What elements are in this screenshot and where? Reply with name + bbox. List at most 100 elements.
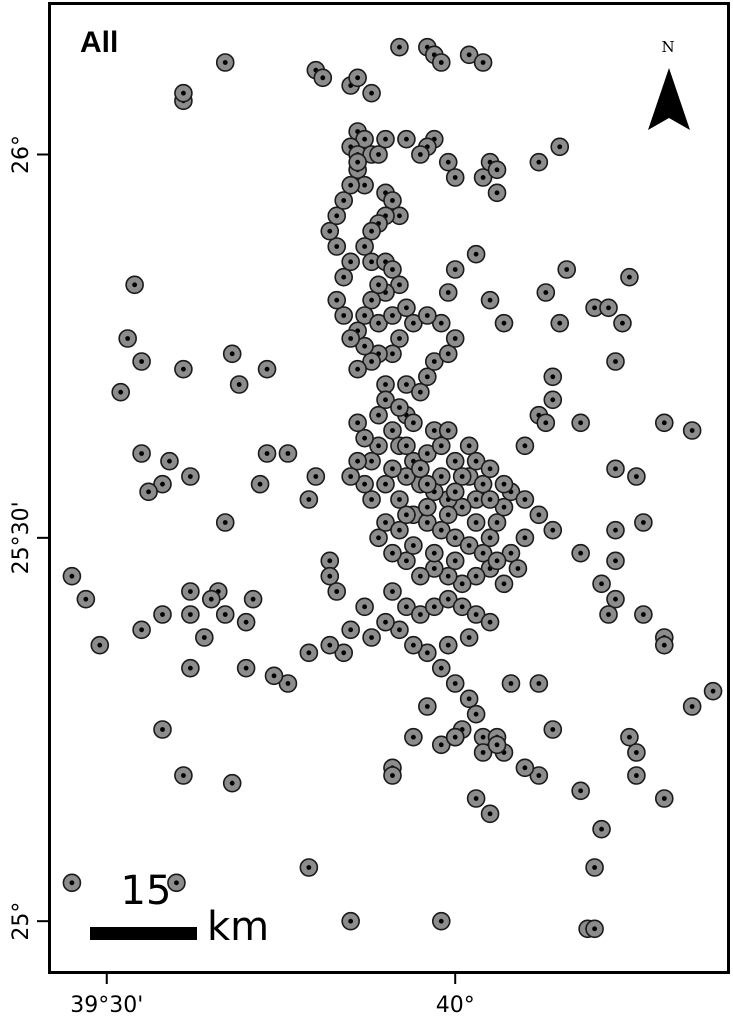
sample-point bbox=[397, 298, 416, 318]
sample-point bbox=[320, 551, 340, 571]
sample-point bbox=[606, 589, 625, 609]
sample-point bbox=[362, 252, 381, 272]
sample-point bbox=[473, 743, 493, 762]
sample-point bbox=[613, 313, 632, 333]
sample-point bbox=[620, 727, 639, 747]
sample-point bbox=[390, 275, 409, 295]
sample-point bbox=[195, 628, 214, 647]
sample-point bbox=[445, 528, 465, 548]
sample-point bbox=[383, 766, 402, 785]
sample-point bbox=[153, 720, 172, 739]
sample-point bbox=[424, 543, 444, 563]
y-tick-label: 25° bbox=[9, 902, 34, 941]
sample-point bbox=[76, 589, 96, 609]
sample-point bbox=[62, 873, 82, 893]
sample-point bbox=[334, 643, 354, 663]
sample-point bbox=[383, 260, 402, 279]
sample-point bbox=[494, 574, 514, 594]
sample-point bbox=[132, 620, 151, 640]
sample-point bbox=[634, 513, 653, 532]
sample-point bbox=[466, 451, 486, 471]
sample-point bbox=[362, 490, 381, 509]
sample-point bbox=[585, 298, 604, 318]
sample-point bbox=[362, 352, 381, 371]
sample-point bbox=[438, 152, 458, 172]
sample-point bbox=[480, 459, 500, 479]
sample-point bbox=[411, 382, 430, 402]
sample-point bbox=[480, 528, 500, 548]
sample-point bbox=[355, 597, 374, 617]
sample-point bbox=[362, 221, 381, 241]
sample-point bbox=[480, 612, 500, 632]
sample-point bbox=[418, 697, 437, 716]
sample-point bbox=[327, 237, 347, 256]
sample-point bbox=[397, 597, 416, 617]
sample-point bbox=[341, 175, 360, 195]
sample-point bbox=[313, 68, 333, 88]
sample-point bbox=[299, 490, 319, 509]
sample-point bbox=[494, 313, 514, 333]
sample-point bbox=[418, 474, 437, 494]
sample-point bbox=[181, 605, 200, 624]
sample-point bbox=[348, 152, 367, 172]
sample-point bbox=[411, 566, 430, 586]
sample-point bbox=[397, 467, 416, 486]
sample-point bbox=[334, 191, 354, 210]
sample-point bbox=[473, 474, 493, 494]
sample-point bbox=[536, 413, 556, 433]
sample-point bbox=[466, 513, 486, 532]
sample-point bbox=[390, 490, 409, 509]
sample-point bbox=[348, 359, 367, 379]
sample-point bbox=[480, 804, 500, 824]
sample-point bbox=[348, 68, 367, 88]
sample-point bbox=[383, 306, 402, 325]
sample-point bbox=[278, 444, 298, 463]
sample-point bbox=[466, 704, 486, 724]
sample-point bbox=[501, 674, 521, 693]
sample-point bbox=[438, 635, 458, 655]
sample-point bbox=[411, 459, 430, 479]
sample-point bbox=[215, 605, 235, 624]
sample-point bbox=[181, 467, 200, 486]
sample-point bbox=[557, 260, 577, 279]
sample-point bbox=[355, 237, 374, 256]
sample-point bbox=[355, 474, 374, 494]
sample-point bbox=[606, 520, 625, 540]
sample-point bbox=[431, 313, 451, 333]
sample-point bbox=[459, 436, 479, 456]
sample-point bbox=[606, 459, 625, 479]
x-tick-label: 40° bbox=[436, 993, 475, 1018]
sample-point bbox=[445, 482, 465, 502]
sample-point bbox=[229, 375, 249, 394]
north-arrow-icon bbox=[648, 68, 690, 130]
sample-point bbox=[327, 290, 347, 310]
sample-point bbox=[397, 505, 416, 525]
sample-point bbox=[424, 597, 444, 617]
sample-point bbox=[257, 359, 277, 379]
sample-point bbox=[299, 643, 319, 663]
sample-point bbox=[362, 83, 381, 103]
sample-point bbox=[473, 543, 493, 563]
sample-point bbox=[411, 605, 430, 624]
sample-point bbox=[118, 329, 137, 348]
sample-point bbox=[585, 858, 604, 877]
sample-point bbox=[320, 566, 340, 586]
y-tick-label: 25°30' bbox=[9, 501, 34, 574]
sample-point bbox=[431, 735, 451, 755]
x-tick-label: 39°30' bbox=[70, 993, 143, 1018]
sample-point bbox=[431, 53, 451, 72]
sample-point bbox=[390, 329, 409, 348]
sample-point bbox=[515, 528, 535, 548]
sample-point bbox=[445, 260, 465, 279]
x-axis-ticks: 39°30' 40° bbox=[70, 972, 475, 1018]
sample-point bbox=[369, 405, 388, 425]
sample-point bbox=[341, 252, 360, 272]
sample-point bbox=[487, 160, 507, 180]
sample-point bbox=[543, 367, 563, 387]
sample-point bbox=[606, 551, 625, 571]
sample-point bbox=[634, 605, 653, 624]
sample-point bbox=[529, 766, 549, 785]
sample-point bbox=[487, 513, 507, 532]
sample-point bbox=[236, 612, 256, 632]
